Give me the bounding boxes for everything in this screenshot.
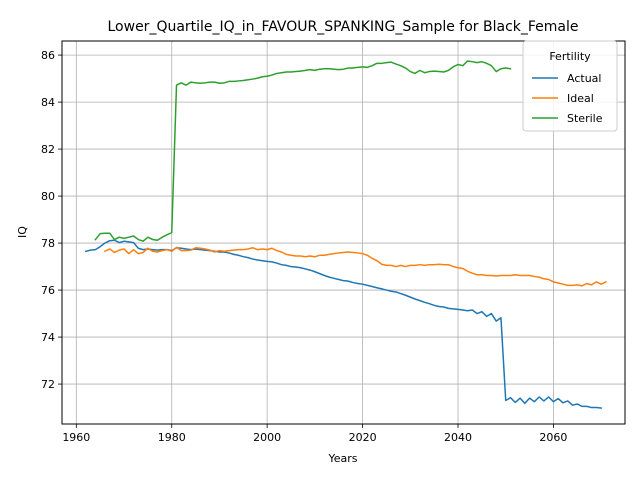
y-tick-label: 78: [41, 237, 55, 250]
legend-box: [522, 40, 618, 132]
x-tick-label: 2020: [349, 431, 377, 444]
x-tick-label: 2060: [539, 431, 567, 444]
y-tick-label: 86: [41, 49, 55, 62]
legend-label-sterile: Sterile: [567, 112, 603, 125]
series-line-ideal: [103, 246, 607, 287]
y-tick-label: 76: [41, 284, 55, 297]
y-tick-label: 82: [41, 143, 55, 156]
y-axis-label: IQ: [16, 226, 29, 238]
legend-items: Actual Ideal Sterile: [532, 72, 603, 125]
series-line-sterile: [94, 60, 512, 242]
legend-label-ideal: Ideal: [567, 92, 594, 105]
series-lines: [84, 60, 607, 409]
x-tick-label: 1980: [158, 431, 186, 444]
legend-title: Fertility: [549, 50, 591, 63]
plot-frame: [61, 40, 626, 425]
grid: [62, 41, 625, 424]
x-axis-label: Years: [327, 452, 357, 465]
x-tick-label: 1960: [62, 431, 90, 444]
x-tick-label: 2000: [253, 431, 281, 444]
axis-ticks: 1960 1980 2000 2020 2040 2060 72 74 76 78 80 82 84 86: [41, 49, 567, 444]
y-tick-label: 80: [41, 190, 55, 203]
chart-title: Lower_Quartile_IQ_in_FAVOUR_SPANKING_Sam…: [108, 19, 579, 35]
y-tick-label: 72: [41, 378, 55, 391]
y-tick-label: 84: [41, 96, 55, 109]
x-tick-label: 2040: [444, 431, 472, 444]
y-tick-label: 74: [41, 331, 55, 344]
legend-label-actual: Actual: [567, 72, 601, 85]
legend: Fertility Actual Ideal Sterile: [522, 40, 618, 132]
